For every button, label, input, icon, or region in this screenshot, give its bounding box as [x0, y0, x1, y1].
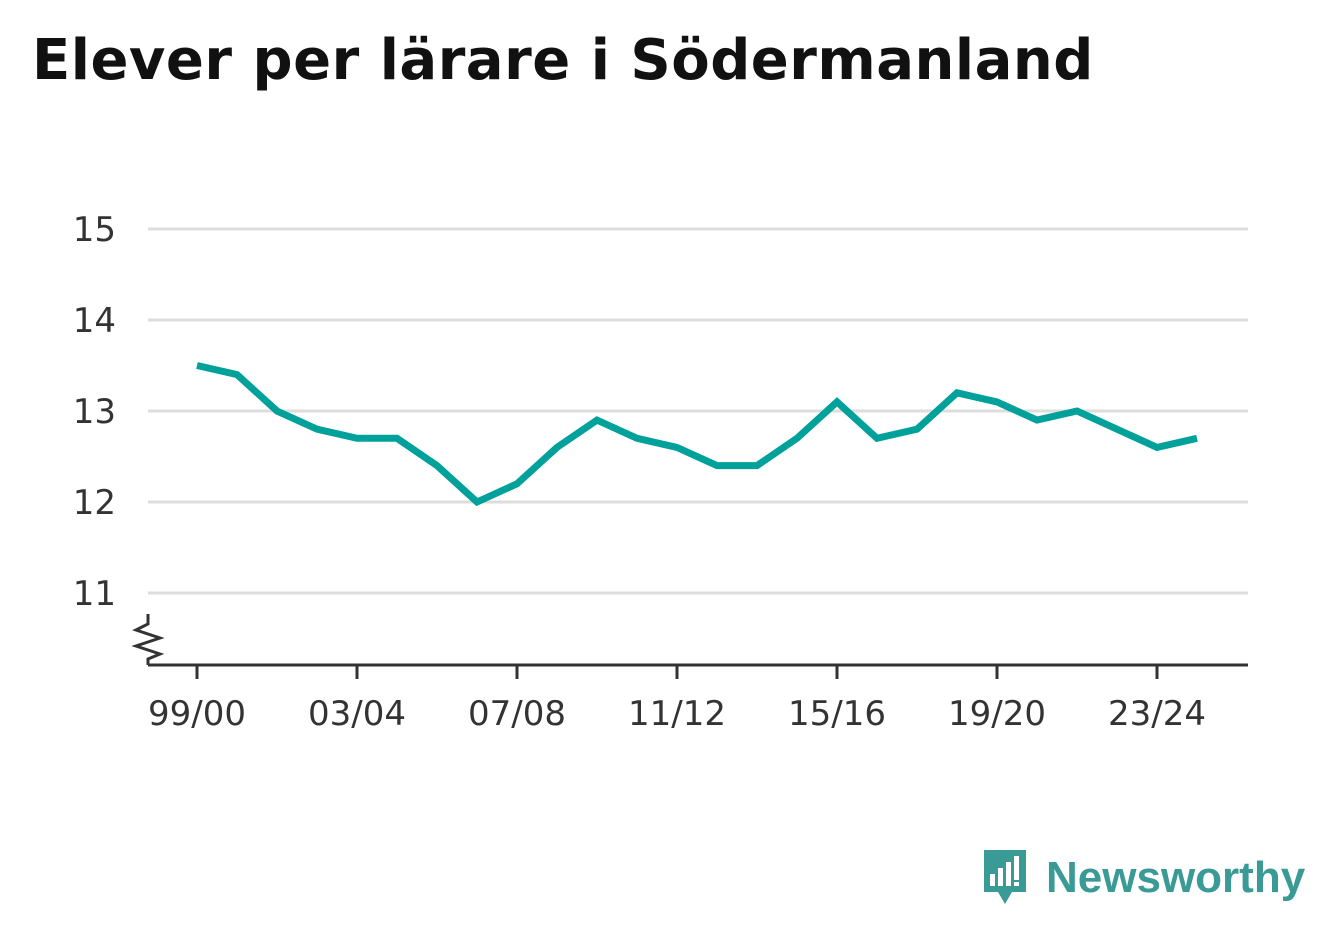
y-axis-ticks: 11 12 13 14 15 [73, 210, 116, 614]
x-tick-label: 99/00 [148, 694, 246, 734]
newsworthy-brand: Newsworthy [980, 846, 1305, 910]
y-tick-label: 15 [73, 210, 116, 250]
x-axis-ticks: 99/00 03/04 07/08 11/12 15/16 19/20 23/24 [148, 665, 1206, 734]
x-tick-label: 07/08 [468, 694, 566, 734]
y-tick-label: 12 [73, 483, 116, 523]
y-tick-label: 11 [73, 574, 116, 614]
x-tick-label: 19/20 [948, 694, 1046, 734]
x-tick-label: 03/04 [308, 694, 406, 734]
x-tick-label: 23/24 [1108, 694, 1206, 734]
axis-break-icon [131, 614, 165, 665]
brand-name: Newsworthy [1046, 853, 1306, 902]
y-tick-label: 14 [73, 301, 116, 341]
series-line [196, 362, 1198, 507]
newsworthy-bar-chart-icon [984, 850, 1026, 904]
series-group [196, 362, 1198, 507]
chart-title: Elever per lärare i Södermanland [32, 28, 1094, 93]
x-tick-label: 11/12 [628, 694, 726, 734]
x-axis [131, 614, 1248, 667]
x-tick-label: 15/16 [788, 694, 886, 734]
y-tick-label: 13 [73, 392, 116, 432]
